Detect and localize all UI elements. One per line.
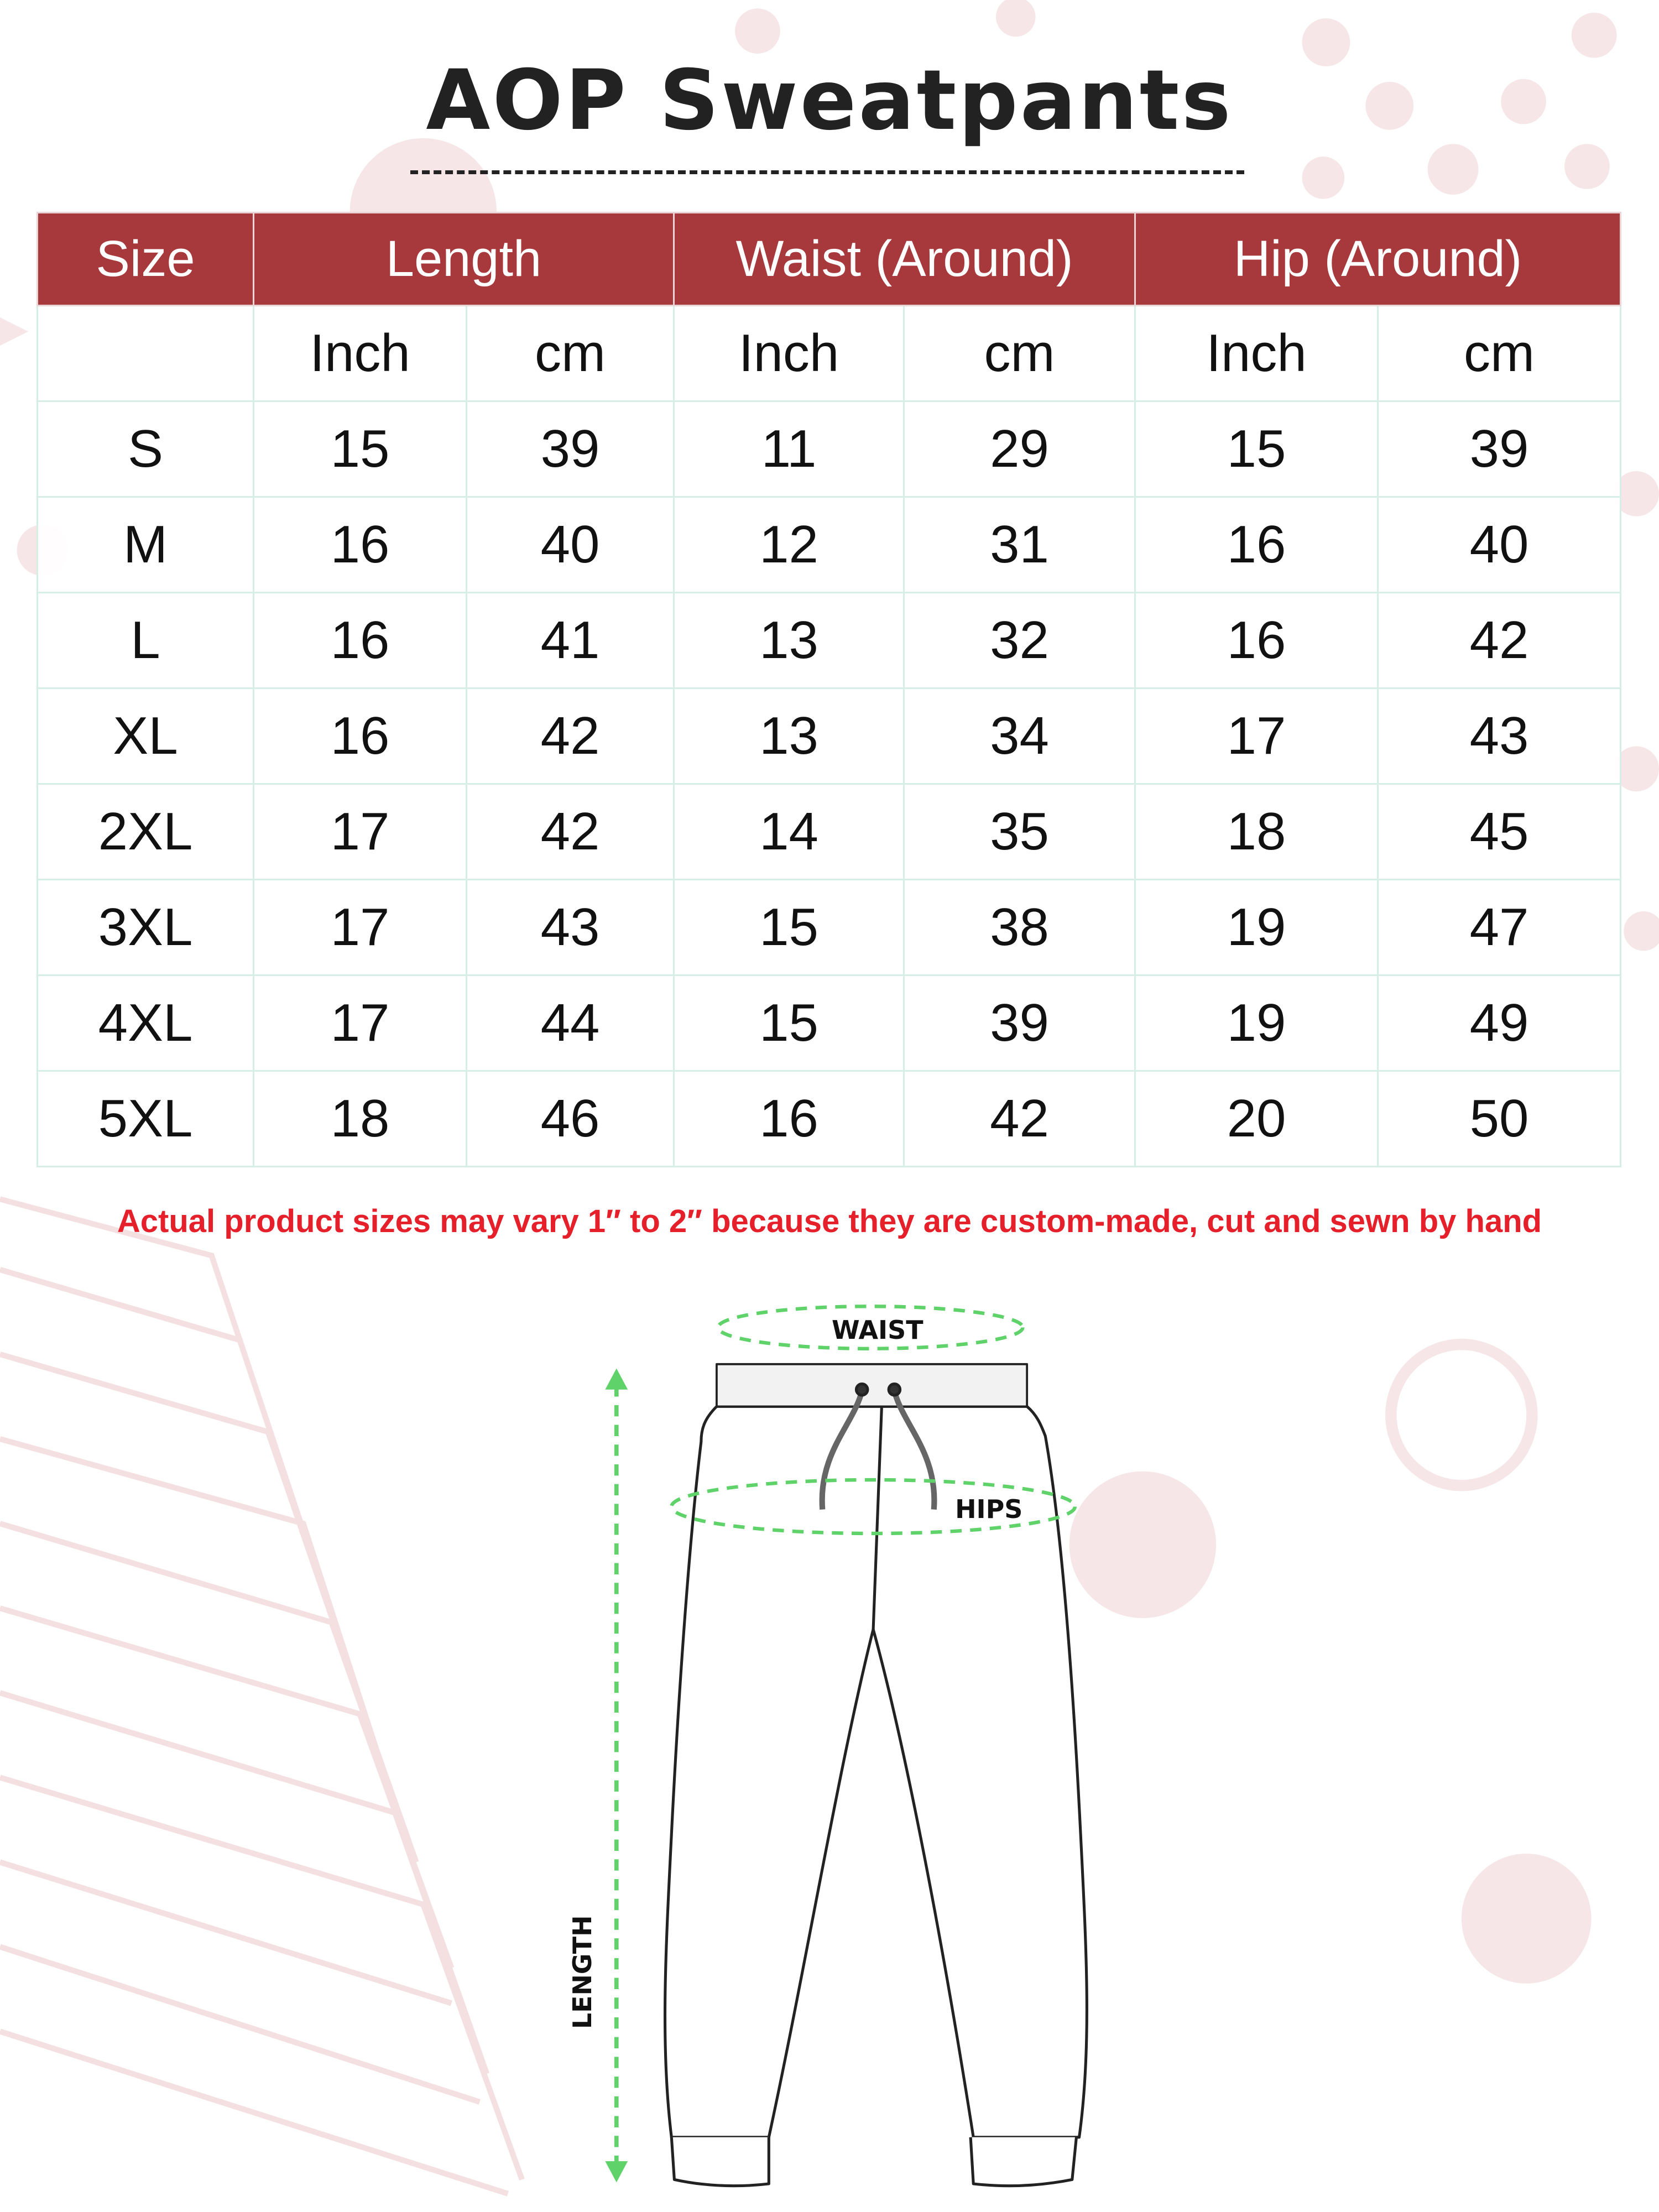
measurement-cell: 40 xyxy=(465,496,675,593)
page-title: AOP Sweatpants xyxy=(426,53,1233,149)
measurement-cell: 39 xyxy=(903,974,1136,1072)
measurement-cell: 19 xyxy=(1134,974,1379,1072)
size-cell: 4XL xyxy=(36,974,254,1072)
measurement-cell: 41 xyxy=(465,592,675,689)
measurement-cell: 42 xyxy=(903,1070,1136,1167)
measurement-cell: 16 xyxy=(673,1070,905,1167)
table-row: XL 16 42 13 34 17 43 xyxy=(36,687,1622,785)
measurement-cell: 47 xyxy=(1377,879,1622,976)
measurement-cell: 12 xyxy=(673,496,905,593)
unit-cell: cm xyxy=(465,305,675,402)
measurement-cell: 18 xyxy=(253,1070,467,1167)
measurement-cell: 50 xyxy=(1377,1070,1622,1167)
unit-cell: Inch xyxy=(1134,305,1379,402)
measurement-cell: 17 xyxy=(1134,687,1379,785)
unit-row: Inch cm Inch cm Inch cm xyxy=(36,305,1622,402)
size-cell: S xyxy=(36,400,254,498)
title-underline xyxy=(410,170,1244,174)
table-row: S 15 39 11 29 15 39 xyxy=(36,400,1622,498)
hips-label: HIPS xyxy=(955,1494,1022,1524)
measurement-cell: 19 xyxy=(1134,879,1379,976)
measurement-cell: 44 xyxy=(465,974,675,1072)
measurement-cell: 17 xyxy=(253,974,467,1072)
measurement-cell: 35 xyxy=(903,783,1136,880)
table-row: M 16 40 12 31 16 40 xyxy=(36,496,1622,593)
measurement-cell: 16 xyxy=(253,496,467,593)
measurement-cell: 49 xyxy=(1377,974,1622,1072)
hips-measure-guide xyxy=(670,1478,1077,1536)
table-header-row: Size Length Waist (Around) Hip (Around) xyxy=(36,212,1622,306)
measurement-cell: 43 xyxy=(1377,687,1622,785)
table-row: 4XL 17 44 15 39 19 49 xyxy=(36,974,1622,1072)
table-row: L 16 41 13 32 16 42 xyxy=(36,592,1622,689)
table-row: 5XL 18 46 16 42 20 50 xyxy=(36,1070,1622,1167)
measurement-cell: 11 xyxy=(673,400,905,498)
size-chart-table: Size Length Waist (Around) Hip (Around) … xyxy=(36,212,1622,1167)
measurement-cell: 16 xyxy=(253,687,467,785)
unit-cell: cm xyxy=(1377,305,1622,402)
waist-label: WAIST xyxy=(832,1315,924,1345)
measurement-cell: 17 xyxy=(253,879,467,976)
measurement-cell: 42 xyxy=(465,687,675,785)
measurement-cell: 14 xyxy=(673,783,905,880)
measurement-cell: 40 xyxy=(1377,496,1622,593)
size-cell: 5XL xyxy=(36,1070,254,1167)
background-stripes xyxy=(0,1196,525,2197)
waist-measure-guide xyxy=(716,1305,1025,1350)
size-variance-note: Actual product sizes may vary 1″ to 2″ b… xyxy=(117,1203,1542,1239)
measurement-cell: 20 xyxy=(1134,1070,1379,1167)
measurement-cell: 43 xyxy=(465,879,675,976)
measurement-cell: 16 xyxy=(1134,592,1379,689)
unit-cell: cm xyxy=(903,305,1136,402)
pants-outline xyxy=(663,1363,1088,2188)
measurement-cell: 16 xyxy=(253,592,467,689)
unit-cell-empty xyxy=(36,305,254,402)
sweatpants-diagram: WAIST HIPS LENGTH xyxy=(567,1305,1088,2188)
table-row: 3XL 17 43 15 38 19 47 xyxy=(36,879,1622,976)
measurement-cell: 16 xyxy=(1134,496,1379,593)
measurement-cell: 46 xyxy=(465,1070,675,1167)
header-length: Length xyxy=(252,212,675,306)
header-size: Size xyxy=(36,212,254,306)
measurement-cell: 31 xyxy=(903,496,1136,593)
length-label: LENGTH xyxy=(567,1916,597,2030)
measurement-cell: 13 xyxy=(673,592,905,689)
measurement-cell: 15 xyxy=(253,400,467,498)
measurement-cell: 34 xyxy=(903,687,1136,785)
measurement-cell: 18 xyxy=(1134,783,1379,880)
header-waist: Waist (Around) xyxy=(673,212,1136,306)
length-measure-arrow xyxy=(605,1368,628,2183)
table-row: 2XL 17 42 14 35 18 45 xyxy=(36,783,1622,880)
measurement-cell: 32 xyxy=(903,592,1136,689)
size-cell: L xyxy=(36,592,254,689)
measurement-cell: 45 xyxy=(1377,783,1622,880)
measurement-cell: 15 xyxy=(673,974,905,1072)
measurement-cell: 39 xyxy=(465,400,675,498)
header-hip: Hip (Around) xyxy=(1134,212,1622,306)
unit-cell: Inch xyxy=(673,305,905,402)
measurement-cell: 13 xyxy=(673,687,905,785)
measurement-cell: 42 xyxy=(1377,592,1622,689)
measurement-cell: 15 xyxy=(673,879,905,976)
size-cell: 3XL xyxy=(36,879,254,976)
measurement-cell: 38 xyxy=(903,879,1136,976)
measurement-cell: 29 xyxy=(903,400,1136,498)
measurement-cell: 39 xyxy=(1377,400,1622,498)
size-cell: XL xyxy=(36,687,254,785)
unit-cell: Inch xyxy=(253,305,467,402)
measurement-cell: 42 xyxy=(465,783,675,880)
size-cell: 2XL xyxy=(36,783,254,880)
size-cell: M xyxy=(36,496,254,593)
measurement-cell: 17 xyxy=(253,783,467,880)
measurement-cell: 15 xyxy=(1134,400,1379,498)
